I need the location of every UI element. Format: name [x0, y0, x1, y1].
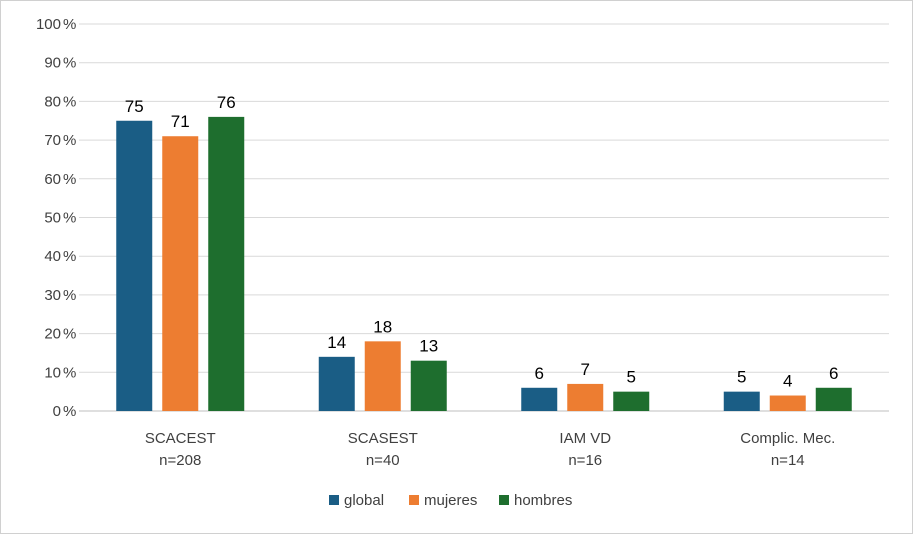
- legend-swatch-mujeres: [409, 495, 419, 505]
- y-tick-label: 30: [44, 287, 61, 304]
- data-label: 75: [125, 97, 144, 116]
- x-axis-categories: SCACEST n=208 SCASEST n=40 IAM VD n=16 Complic…: [145, 430, 835, 469]
- bar-mujeres: [364, 341, 401, 411]
- y-tick-unit: %: [63, 287, 76, 304]
- y-tick-unit: %: [63, 403, 76, 420]
- y-tick-unit: %: [63, 364, 76, 381]
- y-tick-unit: %: [63, 93, 76, 110]
- y-tick-label: 60: [44, 171, 61, 188]
- bar-hombres: [815, 387, 852, 411]
- y-tick-unit: %: [63, 16, 76, 33]
- data-label: 14: [327, 333, 346, 352]
- data-label: 18: [373, 317, 392, 336]
- data-label: 71: [171, 112, 190, 131]
- bar-global: [723, 391, 760, 411]
- legend: global mujeres hombres: [329, 492, 572, 509]
- y-tick-unit: %: [63, 210, 76, 227]
- bar-hombres: [208, 116, 245, 411]
- data-label: 13: [419, 337, 438, 356]
- y-tick-unit: %: [63, 326, 76, 343]
- y-tick-label: 90: [44, 55, 61, 72]
- bar-mujeres: [567, 383, 604, 411]
- category-label: n=208: [159, 452, 201, 469]
- y-tick-label: 70: [44, 132, 61, 149]
- bar-mujeres: [162, 136, 199, 412]
- bars: [116, 116, 852, 412]
- data-label: 6: [535, 364, 544, 383]
- category-label: n=14: [771, 452, 805, 469]
- y-axis-ticks: 0 %10 %20 %30 %40 %50 %60 %70 %80 %90 %100%: [36, 16, 76, 420]
- bar-mujeres: [769, 395, 806, 411]
- y-tick-unit: %: [63, 171, 76, 188]
- category-label: SCACEST: [145, 430, 216, 447]
- legend-swatch-hombres: [499, 495, 509, 505]
- legend-label-hombres: hombres: [514, 492, 572, 509]
- y-tick-unit: %: [63, 248, 76, 265]
- y-tick-label: 50: [44, 210, 61, 227]
- category-label: n=40: [366, 452, 400, 469]
- category-label: SCASEST: [348, 430, 418, 447]
- category-label: Complic. Mec.: [740, 430, 835, 447]
- y-tick-label: 40: [44, 248, 61, 265]
- y-tick-unit: %: [63, 55, 76, 72]
- y-tick-label: 0: [53, 403, 61, 420]
- y-tick-label: 100: [36, 16, 61, 33]
- legend-label-global: global: [344, 492, 384, 509]
- data-label: 7: [581, 360, 590, 379]
- legend-label-mujeres: mujeres: [424, 492, 477, 509]
- gridlines: [79, 23, 889, 412]
- data-label: 4: [783, 372, 792, 391]
- y-tick-label: 20: [44, 326, 61, 343]
- y-tick-label: 10: [44, 364, 61, 381]
- legend-swatch-global: [329, 495, 339, 505]
- data-label: 76: [217, 93, 236, 112]
- bar-global: [318, 356, 355, 411]
- category-label: IAM VD: [559, 430, 611, 447]
- data-label: 6: [829, 364, 838, 383]
- data-label: 5: [627, 368, 636, 387]
- category-label: n=16: [568, 452, 602, 469]
- bar-hombres: [410, 360, 447, 411]
- y-tick-unit: %: [63, 132, 76, 149]
- bar-hombres: [613, 391, 650, 411]
- bar-global: [521, 387, 558, 411]
- y-tick-label: 80: [44, 93, 61, 110]
- data-label: 5: [737, 368, 746, 387]
- bar-global: [116, 120, 153, 411]
